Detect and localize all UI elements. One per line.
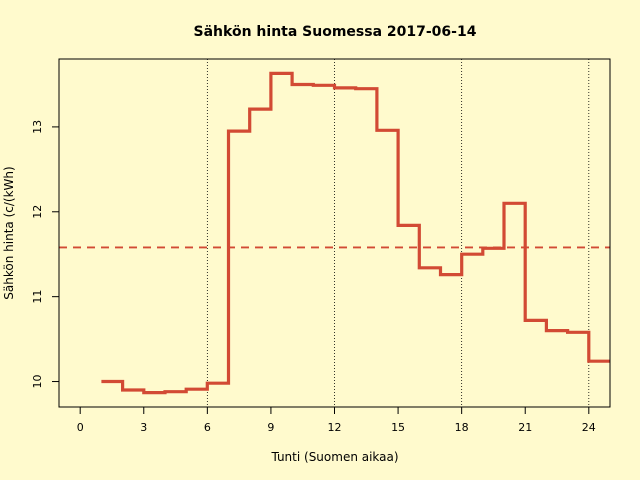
gridlines (206, 59, 590, 407)
x-tick-label-24: 24 (582, 421, 596, 434)
x-tick-label-12: 12 (328, 421, 342, 434)
y-tick-label-12: 12 (31, 205, 44, 219)
x-axis-label: Tunti (Suomen aikaa) (270, 450, 398, 464)
x-tick-label-15: 15 (391, 421, 405, 434)
y-tick-label-13: 13 (31, 120, 44, 134)
x-tick-label-3: 3 (140, 421, 147, 434)
y-axis-label: Sähkön hinta (c/(kWh) (2, 166, 16, 299)
chart-title: Sähkön hinta Suomessa 2017-06-14 (194, 24, 477, 40)
x-axis: 0 3 6 9 12 15 18 21 24 (77, 406, 596, 434)
y-tick-label-10: 10 (31, 375, 44, 389)
x-tick-label-18: 18 (455, 421, 469, 434)
x-tick-label-9: 9 (267, 421, 274, 434)
series-group (101, 71, 610, 395)
x-tick-label-0: 0 (77, 421, 84, 434)
x-tick-label-21: 21 (518, 421, 532, 434)
y-tick-label-11: 11 (31, 290, 44, 304)
x-tick-label-6: 6 (204, 421, 211, 434)
price-step-line (101, 71, 610, 395)
y-axis: 10 11 12 13 (31, 120, 60, 389)
